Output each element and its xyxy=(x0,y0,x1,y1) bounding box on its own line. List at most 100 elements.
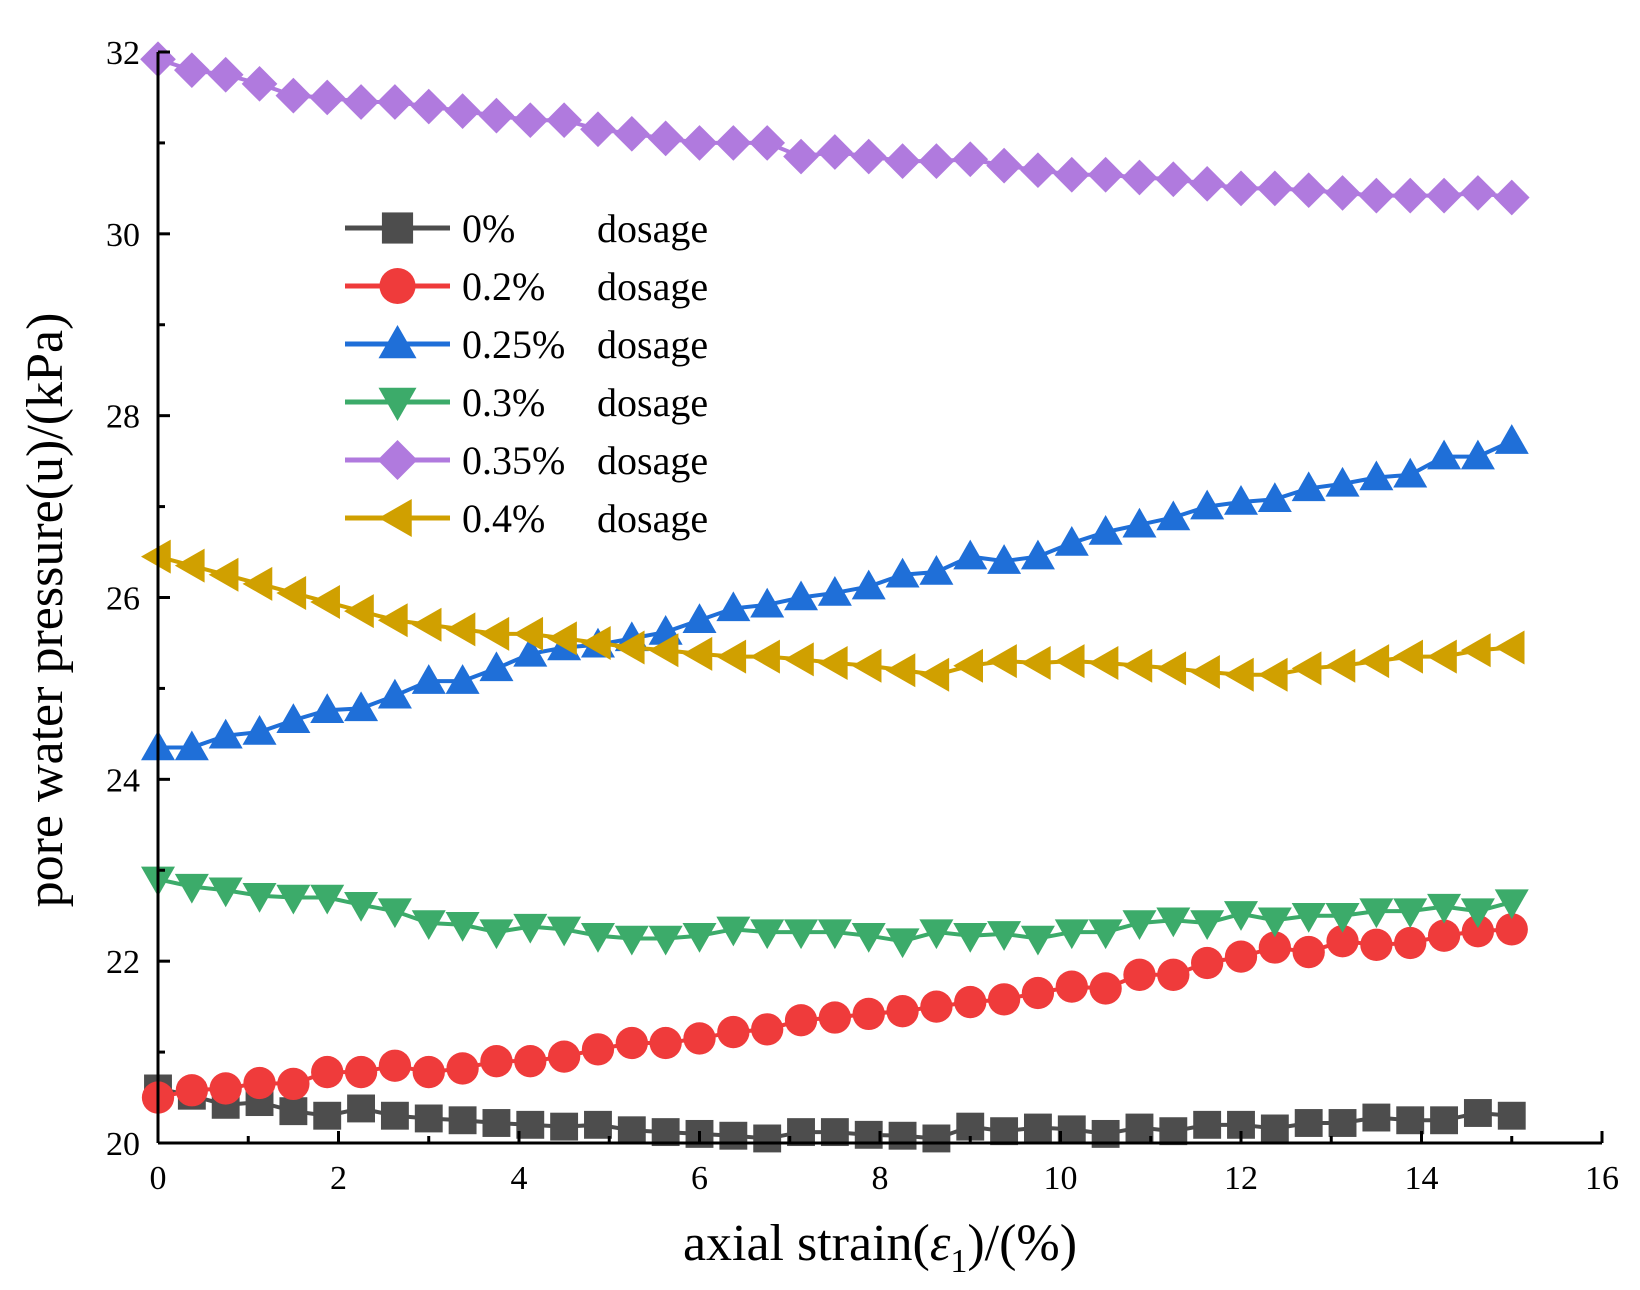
data-point xyxy=(411,910,446,940)
data-point xyxy=(1396,1106,1425,1135)
data-point xyxy=(347,1094,376,1123)
legend-item: 0.35% dosage xyxy=(345,438,708,483)
data-point xyxy=(380,1101,409,1130)
data-point xyxy=(1460,175,1496,211)
plot-data xyxy=(140,41,1530,1153)
x-tick-label: 12 xyxy=(1224,1160,1258,1197)
data-point xyxy=(956,1112,985,1141)
x-tick-label: 4 xyxy=(511,1160,528,1197)
series-0.25% xyxy=(141,424,1529,761)
data-point xyxy=(884,143,921,179)
data-point xyxy=(1122,507,1157,538)
data-point xyxy=(613,115,650,152)
data-point xyxy=(750,639,780,674)
data-point xyxy=(546,102,582,139)
data-point xyxy=(784,1004,818,1037)
legend-label: 0.2% xyxy=(462,264,545,309)
data-point xyxy=(411,607,442,642)
data-point xyxy=(1426,177,1462,214)
data-point xyxy=(1294,1109,1323,1137)
data-point xyxy=(682,636,713,671)
data-point xyxy=(817,645,848,680)
y-tick-label: 24 xyxy=(106,762,140,799)
data-point xyxy=(377,898,412,929)
data-point xyxy=(478,97,515,134)
legend-label: 0.4% xyxy=(462,496,545,541)
legend-item: 0.2% dosage xyxy=(345,264,708,309)
data-point xyxy=(1325,648,1356,683)
legend-label: 0.35% xyxy=(462,438,565,483)
data-point xyxy=(209,1072,242,1105)
data-point xyxy=(1362,1103,1391,1132)
data-point xyxy=(1156,907,1191,938)
x-tick-label: 16 xyxy=(1585,1160,1619,1197)
data-point xyxy=(1088,515,1123,545)
data-point xyxy=(174,730,209,761)
data-point xyxy=(174,548,205,583)
data-point xyxy=(1088,645,1119,680)
data-point xyxy=(1021,976,1055,1010)
data-point xyxy=(682,922,717,953)
data-point xyxy=(1054,919,1089,950)
data-point xyxy=(343,84,379,120)
data-point xyxy=(683,1022,716,1055)
data-point xyxy=(276,884,311,915)
data-point xyxy=(1460,439,1495,470)
legend-item: 0.3% dosage xyxy=(345,380,708,425)
data-point xyxy=(750,919,785,950)
data-point xyxy=(647,120,684,157)
legend-item: 0.25% dosage xyxy=(345,322,708,367)
y-tick-label: 22 xyxy=(106,944,140,981)
data-point xyxy=(1057,1115,1086,1144)
data-point xyxy=(1122,648,1153,683)
y-tick-label: 26 xyxy=(106,581,140,618)
legend-suffix: dosage xyxy=(597,438,708,483)
data-point xyxy=(444,93,481,129)
data-point xyxy=(648,633,679,668)
data-point xyxy=(987,544,1022,574)
data-point xyxy=(1156,500,1191,531)
data-point xyxy=(581,1033,615,1066)
data-point xyxy=(987,921,1022,951)
data-point xyxy=(716,916,751,947)
data-point xyxy=(580,111,616,148)
data-point xyxy=(310,693,345,723)
data-point xyxy=(208,557,239,592)
data-point xyxy=(1054,644,1085,679)
data-point xyxy=(1189,165,1226,202)
data-point xyxy=(1325,466,1360,497)
data-point xyxy=(615,1026,648,1060)
data-point xyxy=(412,1055,445,1089)
data-point xyxy=(141,539,171,574)
data-point xyxy=(1088,919,1123,950)
legend-suffix: dosage xyxy=(597,264,708,309)
data-point xyxy=(784,580,819,611)
legend-suffix: dosage xyxy=(597,322,708,367)
data-point xyxy=(1463,1099,1492,1127)
data-point xyxy=(918,143,955,179)
data-point xyxy=(1020,645,1051,680)
data-point xyxy=(990,1117,1019,1146)
data-point xyxy=(682,603,717,633)
data-point xyxy=(885,557,920,588)
data-point xyxy=(584,1110,612,1139)
data-point xyxy=(851,922,886,953)
data-point xyxy=(919,555,954,585)
data-point xyxy=(514,1045,547,1078)
data-point xyxy=(344,892,379,922)
data-point xyxy=(1257,482,1292,513)
data-point xyxy=(344,594,374,629)
data-point xyxy=(344,1055,378,1089)
data-point xyxy=(1055,970,1088,1003)
data-point xyxy=(207,56,244,93)
data-point xyxy=(1326,925,1359,958)
data-point xyxy=(1393,898,1428,929)
data-point xyxy=(309,79,346,116)
data-point xyxy=(1223,170,1259,207)
data-point xyxy=(445,912,480,942)
data-point xyxy=(614,925,649,956)
data-point xyxy=(275,77,312,114)
data-point xyxy=(1020,539,1055,570)
data-point xyxy=(717,1015,750,1049)
